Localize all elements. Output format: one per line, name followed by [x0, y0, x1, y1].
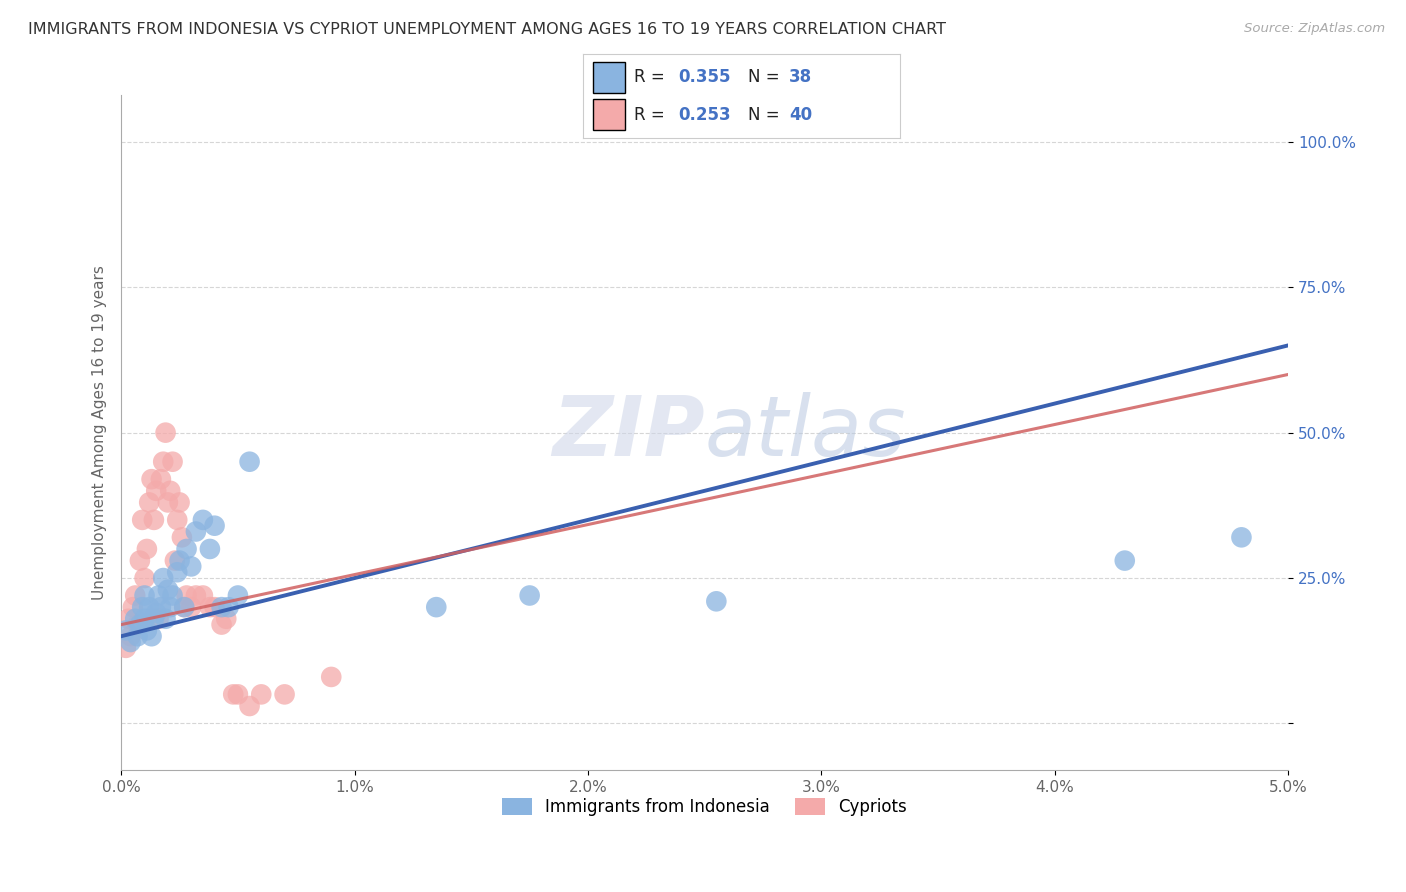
Point: [124, 589, 146, 603]
Y-axis label: Unemployment Among Ages 16 to 19 years: Unemployment Among Ages 16 to 19 years: [93, 265, 107, 600]
Point: [124, 612, 146, 626]
Text: atlas: atlas: [704, 392, 907, 473]
Point: [211, 600, 233, 615]
Point: [148, 612, 170, 626]
Text: 0.253: 0.253: [678, 105, 731, 123]
Point: [115, 640, 138, 655]
Point: [141, 629, 163, 643]
Point: [138, 495, 160, 509]
Point: [166, 566, 188, 580]
Point: [120, 635, 142, 649]
Point: [162, 589, 184, 603]
Point: [239, 455, 262, 469]
Point: [141, 472, 163, 486]
Text: 40: 40: [789, 105, 813, 123]
Point: [204, 518, 226, 533]
Point: [142, 513, 165, 527]
Point: [198, 541, 221, 556]
Point: [159, 600, 181, 615]
Point: [155, 425, 177, 440]
Point: [169, 553, 191, 567]
Point: [128, 553, 150, 567]
Point: [176, 541, 198, 556]
Point: [156, 582, 179, 597]
Point: [162, 455, 184, 469]
Text: R =: R =: [634, 105, 671, 123]
Point: [131, 600, 153, 615]
Point: [148, 589, 170, 603]
Text: R =: R =: [634, 69, 671, 87]
FancyBboxPatch shape: [593, 62, 624, 93]
Point: [198, 600, 221, 615]
Point: [226, 687, 249, 701]
FancyBboxPatch shape: [593, 99, 624, 130]
Point: [173, 600, 195, 615]
Point: [131, 513, 153, 527]
Point: [138, 600, 160, 615]
Point: [176, 589, 198, 603]
Point: [222, 687, 245, 701]
Point: [1230, 530, 1253, 544]
Point: [173, 600, 195, 615]
Point: [519, 589, 541, 603]
Point: [134, 589, 156, 603]
Point: [170, 530, 193, 544]
Text: N =: N =: [748, 69, 785, 87]
Point: [135, 624, 157, 638]
Point: [134, 571, 156, 585]
Point: [180, 559, 202, 574]
Point: [142, 612, 165, 626]
Point: [155, 612, 177, 626]
Point: [145, 483, 167, 498]
Point: [321, 670, 343, 684]
Legend: Immigrants from Indonesia, Cypriots: Immigrants from Indonesia, Cypriots: [495, 791, 914, 822]
Text: ZIP: ZIP: [553, 392, 704, 473]
Point: [134, 612, 156, 626]
Point: [117, 612, 139, 626]
Point: [149, 472, 172, 486]
Text: IMMIGRANTS FROM INDONESIA VS CYPRIOT UNEMPLOYMENT AMONG AGES 16 TO 19 YEARS CORR: IMMIGRANTS FROM INDONESIA VS CYPRIOT UNE…: [28, 22, 946, 37]
Point: [239, 698, 262, 713]
Point: [184, 589, 207, 603]
Text: Source: ZipAtlas.com: Source: ZipAtlas.com: [1244, 22, 1385, 36]
Point: [1114, 553, 1136, 567]
Point: [152, 571, 174, 585]
Point: [120, 629, 142, 643]
Point: [149, 600, 172, 615]
Point: [127, 617, 149, 632]
Point: [128, 617, 150, 632]
Text: N =: N =: [748, 105, 785, 123]
Point: [191, 589, 214, 603]
Point: [425, 600, 447, 615]
Point: [135, 541, 157, 556]
Point: [204, 600, 226, 615]
Point: [704, 594, 727, 608]
Point: [215, 612, 238, 626]
Point: [273, 687, 295, 701]
Point: [218, 600, 240, 615]
Point: [163, 553, 186, 567]
Point: [122, 600, 145, 615]
Point: [184, 524, 207, 539]
Point: [191, 513, 214, 527]
Point: [166, 513, 188, 527]
Point: [156, 495, 179, 509]
Text: 38: 38: [789, 69, 813, 87]
Point: [180, 600, 202, 615]
Point: [159, 483, 181, 498]
Point: [250, 687, 273, 701]
Text: 0.355: 0.355: [678, 69, 731, 87]
Point: [211, 617, 233, 632]
Point: [127, 629, 149, 643]
Point: [169, 495, 191, 509]
Point: [226, 589, 249, 603]
Point: [145, 606, 167, 620]
Point: [115, 624, 138, 638]
Point: [152, 455, 174, 469]
